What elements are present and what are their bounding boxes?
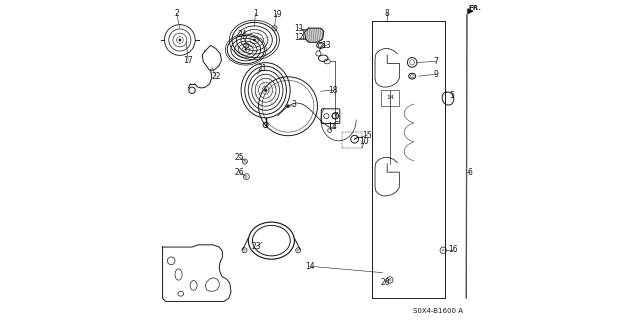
Text: 14: 14 (305, 262, 315, 271)
Ellipse shape (244, 49, 247, 51)
Text: 13: 13 (321, 41, 331, 50)
Ellipse shape (253, 39, 256, 41)
Text: 1: 1 (253, 9, 258, 18)
Text: 17: 17 (183, 56, 193, 65)
Polygon shape (305, 28, 324, 42)
Text: 14: 14 (386, 95, 394, 100)
Text: 15: 15 (362, 131, 372, 140)
Text: 19: 19 (272, 10, 282, 19)
Text: 3: 3 (291, 100, 296, 109)
Text: 4: 4 (332, 122, 337, 131)
Ellipse shape (264, 89, 267, 92)
Text: 5: 5 (449, 91, 454, 100)
Text: 8: 8 (385, 9, 390, 18)
Text: S0X4-B1600 A: S0X4-B1600 A (413, 308, 463, 314)
Circle shape (287, 105, 289, 108)
Text: 2: 2 (174, 9, 179, 18)
Text: 25: 25 (234, 153, 244, 162)
Text: 18: 18 (329, 86, 338, 95)
Text: 23: 23 (252, 242, 262, 251)
Text: 24: 24 (237, 30, 248, 39)
Text: 6: 6 (467, 168, 472, 177)
Text: 10: 10 (359, 137, 369, 146)
Text: 21: 21 (257, 64, 266, 73)
Text: 16: 16 (448, 245, 458, 254)
Text: 20: 20 (381, 278, 390, 287)
Text: FR.: FR. (468, 4, 481, 11)
Text: 7: 7 (433, 57, 438, 66)
Text: 26: 26 (234, 168, 244, 177)
Bar (372, 21, 445, 298)
Bar (381, 90, 399, 106)
Text: 11: 11 (294, 24, 304, 33)
Circle shape (179, 39, 181, 41)
Text: 22: 22 (211, 72, 221, 81)
Text: 12: 12 (294, 33, 304, 42)
Text: 9: 9 (433, 70, 438, 79)
Bar (342, 132, 362, 148)
